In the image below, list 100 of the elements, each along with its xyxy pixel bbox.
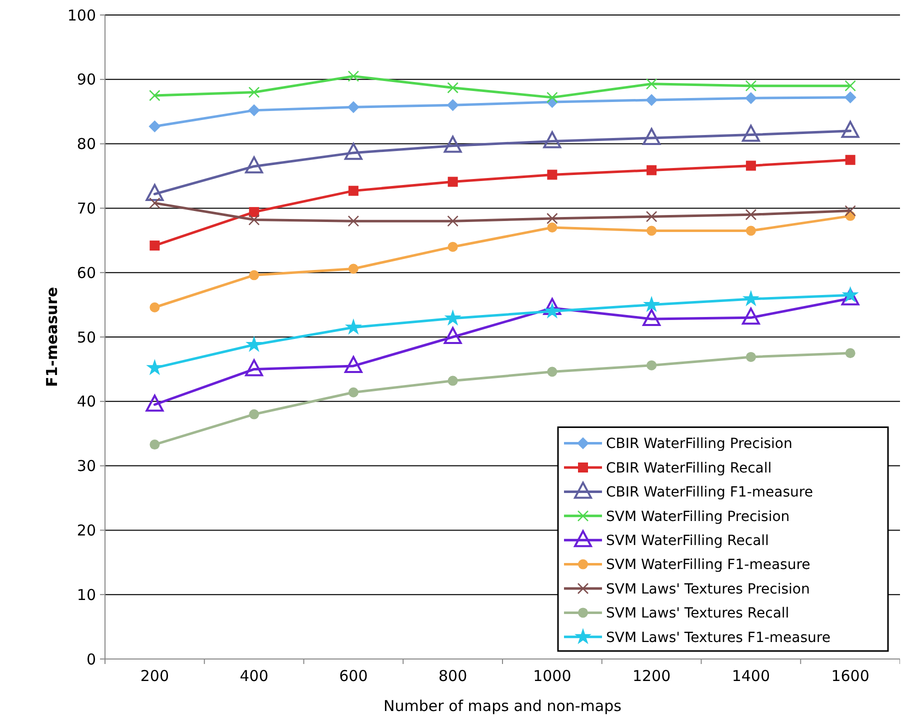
point xyxy=(547,222,558,233)
x-tick-label: 1000 xyxy=(533,667,572,685)
point xyxy=(448,176,458,187)
legend-label: CBIR WaterFilling F1-measure xyxy=(606,484,813,501)
point xyxy=(348,186,358,196)
legend-label: SVM WaterFilling F1-measure xyxy=(606,557,810,574)
point xyxy=(742,308,760,325)
legend-label: SVM Laws' Textures F1-measure xyxy=(606,630,830,646)
point xyxy=(547,366,558,377)
point xyxy=(643,296,660,312)
legend-label: CBIR WaterFilling Recall xyxy=(606,460,772,476)
point xyxy=(646,360,657,370)
point xyxy=(841,288,860,306)
legend-label: CBIR WaterFilling Precision xyxy=(606,436,792,452)
point xyxy=(348,264,358,274)
point xyxy=(544,302,561,318)
x-tick-label: 1200 xyxy=(632,667,671,685)
point xyxy=(150,440,160,450)
y-tick-label: 10 xyxy=(76,586,96,604)
point xyxy=(842,286,859,302)
x-tick-label: 1400 xyxy=(732,667,770,685)
point xyxy=(844,80,856,92)
x-axis-title: Number of maps and non-maps xyxy=(384,697,622,715)
y-axis-title: F1-measure xyxy=(43,286,61,388)
point xyxy=(150,302,160,312)
y-tick-label: 70 xyxy=(76,199,96,218)
point xyxy=(447,82,458,94)
point xyxy=(348,215,360,227)
point xyxy=(646,94,658,106)
x-tick-label: 400 xyxy=(240,667,268,685)
legend-label: SVM WaterFilling Precision xyxy=(606,508,790,525)
point xyxy=(746,226,756,236)
point xyxy=(150,240,160,251)
point xyxy=(845,348,856,358)
point xyxy=(546,212,558,224)
point xyxy=(745,80,757,92)
point xyxy=(841,120,860,138)
point xyxy=(148,120,161,132)
legend-label: SVM Laws' Textures Precision xyxy=(606,581,810,598)
point xyxy=(844,205,856,216)
point xyxy=(245,156,264,174)
point xyxy=(146,358,164,376)
point xyxy=(642,308,661,326)
y-tick-label: 0 xyxy=(86,650,96,668)
point xyxy=(348,387,358,398)
point xyxy=(447,215,458,227)
point xyxy=(448,376,458,386)
point xyxy=(745,208,757,220)
point xyxy=(646,210,658,222)
point xyxy=(245,359,264,376)
point xyxy=(348,70,360,82)
point xyxy=(444,327,462,344)
point xyxy=(742,290,760,306)
y-tick-label: 60 xyxy=(76,264,96,282)
point xyxy=(744,92,757,104)
point xyxy=(646,165,657,176)
point xyxy=(149,197,160,209)
point xyxy=(546,92,558,104)
y-tick-label: 30 xyxy=(76,457,96,476)
point xyxy=(543,131,562,148)
point xyxy=(444,309,462,326)
point xyxy=(444,136,462,153)
point xyxy=(642,128,661,146)
point xyxy=(347,101,360,114)
point xyxy=(246,336,263,352)
point xyxy=(446,99,459,112)
point xyxy=(746,160,756,171)
point xyxy=(448,242,458,252)
point xyxy=(742,124,760,142)
point xyxy=(844,91,856,104)
y-tick-label: 40 xyxy=(76,392,96,411)
y-tick-label: 90 xyxy=(76,70,96,89)
point xyxy=(146,394,164,412)
point xyxy=(547,170,558,180)
x-tick-label: 1600 xyxy=(831,667,870,685)
point xyxy=(344,318,362,335)
y-tick-label: 50 xyxy=(76,328,96,346)
point xyxy=(746,352,756,362)
point xyxy=(249,207,260,218)
point xyxy=(543,298,562,316)
point xyxy=(146,184,164,202)
point xyxy=(845,154,856,165)
legend-label: SVM WaterFilling Recall xyxy=(606,533,769,549)
point xyxy=(248,104,260,116)
y-tick-label: 80 xyxy=(76,135,96,154)
point xyxy=(344,356,362,373)
y-tick-label: 20 xyxy=(76,521,96,540)
point xyxy=(646,78,658,90)
x-tick-label: 800 xyxy=(438,667,468,685)
point xyxy=(248,214,260,226)
x-tick-label: 600 xyxy=(339,667,368,685)
point xyxy=(344,142,362,160)
point xyxy=(248,86,260,98)
legend-label: SVM Laws' Textures Recall xyxy=(606,606,790,622)
point xyxy=(249,270,260,280)
y-tick-label: 100 xyxy=(67,6,96,24)
point xyxy=(149,90,160,102)
x-tick-label: 200 xyxy=(140,667,170,685)
point xyxy=(646,226,657,236)
point xyxy=(249,409,260,420)
